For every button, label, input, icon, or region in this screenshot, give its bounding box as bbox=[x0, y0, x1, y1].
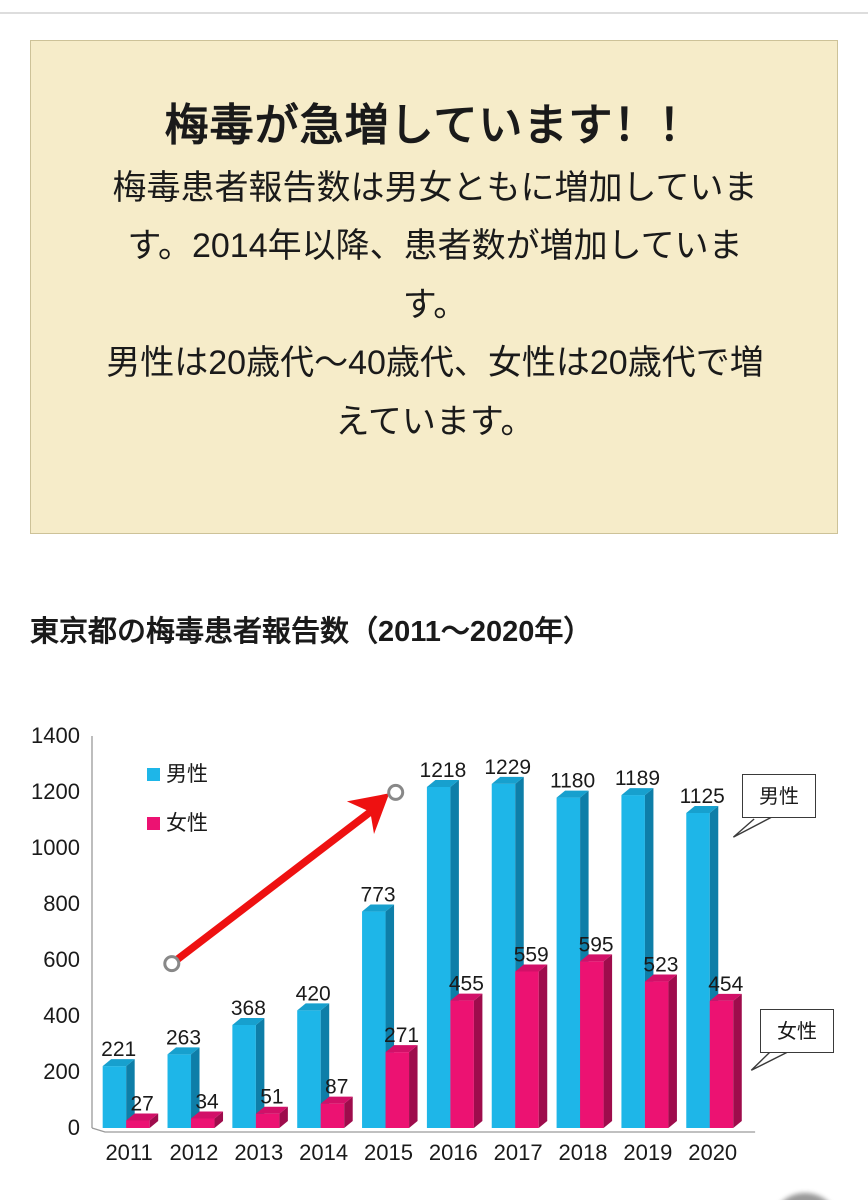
svg-text:263: 263 bbox=[166, 1026, 201, 1049]
svg-text:2019: 2019 bbox=[623, 1140, 672, 1165]
svg-text:221: 221 bbox=[101, 1038, 136, 1061]
svg-text:34: 34 bbox=[195, 1090, 219, 1113]
svg-text:200: 200 bbox=[43, 1059, 80, 1084]
svg-text:1229: 1229 bbox=[484, 756, 531, 779]
svg-text:2016: 2016 bbox=[429, 1140, 478, 1165]
svg-text:87: 87 bbox=[325, 1076, 348, 1099]
svg-text:523: 523 bbox=[643, 954, 678, 977]
svg-text:1400: 1400 bbox=[31, 723, 80, 748]
svg-text:2018: 2018 bbox=[559, 1140, 608, 1165]
svg-text:1000: 1000 bbox=[31, 835, 80, 860]
svg-text:454: 454 bbox=[708, 973, 743, 996]
svg-text:800: 800 bbox=[43, 891, 80, 916]
svg-text:2014: 2014 bbox=[299, 1140, 348, 1165]
svg-text:1218: 1218 bbox=[420, 759, 467, 782]
svg-text:2012: 2012 bbox=[169, 1140, 218, 1165]
svg-text:559: 559 bbox=[514, 943, 549, 966]
svg-text:2017: 2017 bbox=[494, 1140, 543, 1165]
svg-text:1189: 1189 bbox=[615, 767, 660, 790]
svg-text:2011: 2011 bbox=[105, 1140, 152, 1165]
svg-text:595: 595 bbox=[579, 933, 614, 956]
svg-text:600: 600 bbox=[43, 947, 80, 972]
svg-text:51: 51 bbox=[260, 1086, 283, 1109]
svg-text:368: 368 bbox=[231, 997, 266, 1020]
svg-text:1200: 1200 bbox=[31, 779, 80, 804]
svg-text:400: 400 bbox=[43, 1003, 80, 1028]
svg-text:271: 271 bbox=[384, 1024, 419, 1047]
svg-text:2015: 2015 bbox=[364, 1140, 413, 1165]
svg-text:2013: 2013 bbox=[234, 1140, 283, 1165]
svg-text:420: 420 bbox=[296, 982, 331, 1005]
svg-text:455: 455 bbox=[449, 973, 484, 996]
svg-text:1125: 1125 bbox=[680, 785, 725, 808]
svg-text:2020: 2020 bbox=[688, 1140, 737, 1165]
svg-text:1180: 1180 bbox=[550, 770, 595, 793]
svg-text:0: 0 bbox=[68, 1115, 80, 1140]
svg-text:773: 773 bbox=[361, 884, 396, 907]
svg-text:27: 27 bbox=[131, 1092, 154, 1115]
